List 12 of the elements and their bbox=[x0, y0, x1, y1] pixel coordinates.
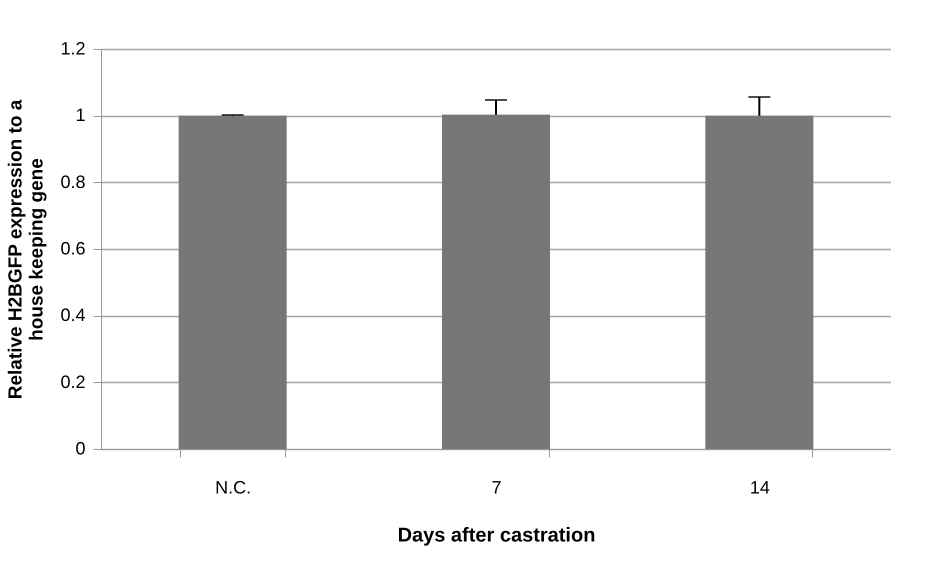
x-tick-label: N.C. bbox=[215, 478, 252, 498]
x-axis-title: Days after castration bbox=[398, 524, 596, 546]
x-tick-label: 7 bbox=[491, 478, 502, 498]
y-tick-label: 0.6 bbox=[60, 238, 86, 258]
y-axis-title: Relative H2BGFP expression to a house keeping gene bbox=[5, 99, 48, 400]
x-tick-label: 14 bbox=[750, 478, 770, 498]
y-tick-label: 0.2 bbox=[60, 372, 86, 392]
y-tick-label: 1.2 bbox=[60, 38, 86, 58]
y-tick-label: 1 bbox=[75, 105, 86, 126]
y-tick-label: 0 bbox=[75, 438, 86, 458]
y-tick-label: 0.4 bbox=[60, 305, 86, 326]
y-tick-label: 0.8 bbox=[60, 172, 86, 192]
